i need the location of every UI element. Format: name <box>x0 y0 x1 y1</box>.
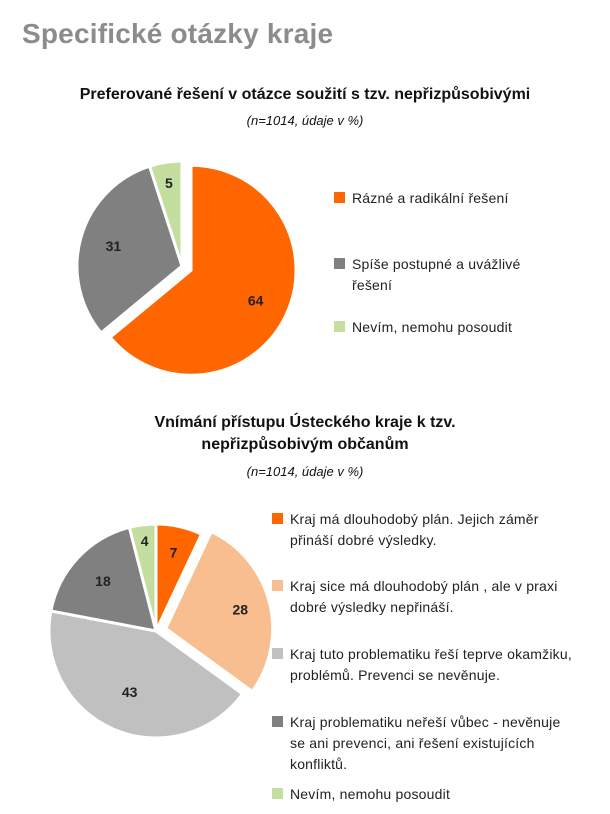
chart2-legend-label-1: Kraj má dlouhodobý plán. Jejich záměr př… <box>290 511 539 548</box>
chart1-slice-label-3: 5 <box>165 175 173 191</box>
chart2-legend-label-4: Kraj problematiku neřeší vůbec - nevěnuj… <box>290 714 561 772</box>
chart2-legend-swatch-1 <box>272 513 283 524</box>
chart2-subtitle: (n=1014, údaje v %) <box>246 464 364 479</box>
chart2-legend-item-1: Kraj má dlouhodobý plán. Jejich záměr př… <box>272 509 572 551</box>
chart1-slice-2 <box>75 164 184 336</box>
chart1-legend-label-3: Nevím, nemohu posoudit <box>352 319 513 335</box>
chart2-slice-label-3: 43 <box>122 684 138 700</box>
chart1-legend-label-1: Rázné a radikální řešení <box>352 190 509 206</box>
chart2-legend-swatch-4 <box>272 716 283 727</box>
page-title: Specifické otázky kraje <box>22 18 334 49</box>
chart2-slice-label-5: 4 <box>141 533 149 549</box>
chart2-legend-label-3: Kraj tuto problematiku řeší teprve okamž… <box>290 646 572 683</box>
chart1-subtitle: (n=1014, údaje v %) <box>246 113 364 128</box>
chart2-legend-swatch-5 <box>272 788 283 799</box>
chart2-legend-item-3: Kraj tuto problematiku řeší teprve okamž… <box>272 644 572 686</box>
chart2-legend-item-4: Kraj problematiku neřeší vůbec - nevěnuj… <box>272 712 572 775</box>
chart1-legend-swatch-3 <box>334 321 345 332</box>
chart2-legend-item-5: Nevím, nemohu posoudit <box>272 784 572 805</box>
chart1-slice-label-1: 64 <box>248 293 264 309</box>
chart1-legend-label-2: Spíše postupné a uvážlivé řešení <box>352 256 521 293</box>
chart1-legend-item-2: Spíše postupné a uvážlivé řešení <box>334 254 534 296</box>
chart1-legend-item-1: Rázné a radikální řešení <box>334 188 574 209</box>
chart2-slice-label-4: 18 <box>95 573 111 589</box>
chart1-legend-swatch-1 <box>334 192 345 203</box>
chart1-slice-3 <box>147 159 184 267</box>
chart1-slice-1 <box>108 163 298 377</box>
chart2-legend-label-2: Kraj sice má dlouhodobý plán , ale v pra… <box>290 578 558 615</box>
chart1-title: Preferované řešení v otázce soužití s tz… <box>79 86 531 103</box>
chart1-slice-label-2: 31 <box>106 238 122 254</box>
chart1-legend-swatch-2 <box>334 258 345 269</box>
chart1-legend-item-3: Nevím, nemohu posoudit <box>334 317 574 338</box>
chart2-slice-2 <box>163 529 275 694</box>
chart2-legend-swatch-3 <box>272 648 283 659</box>
chart2-title: Vnímání přístupu Ústeckého kraje k tzv. … <box>0 412 610 456</box>
chart2-pie: 7 28 43 18 4 <box>47 522 275 740</box>
chart2-legend-label-5: Nevím, nemohu posoudit <box>290 786 451 802</box>
chart2-slice-label-2: 28 <box>233 601 249 617</box>
chart2-slice-4 <box>49 525 159 633</box>
chart2-legend-item-2: Kraj sice má dlouhodobý plán , ale v pra… <box>272 576 592 618</box>
chart2-legend-swatch-2 <box>272 580 283 591</box>
chart2-title-line2: nepřizpůsobivým občanům <box>201 436 409 453</box>
chart1-pie: 64 31 5 <box>75 159 298 377</box>
chart2-slice-3 <box>47 609 245 740</box>
chart2-title-line1: Vnímání přístupu Ústeckého kraje k tzv. <box>154 414 456 431</box>
chart2-slice-5 <box>127 522 158 632</box>
chart2-slice-label-1: 7 <box>170 545 178 561</box>
